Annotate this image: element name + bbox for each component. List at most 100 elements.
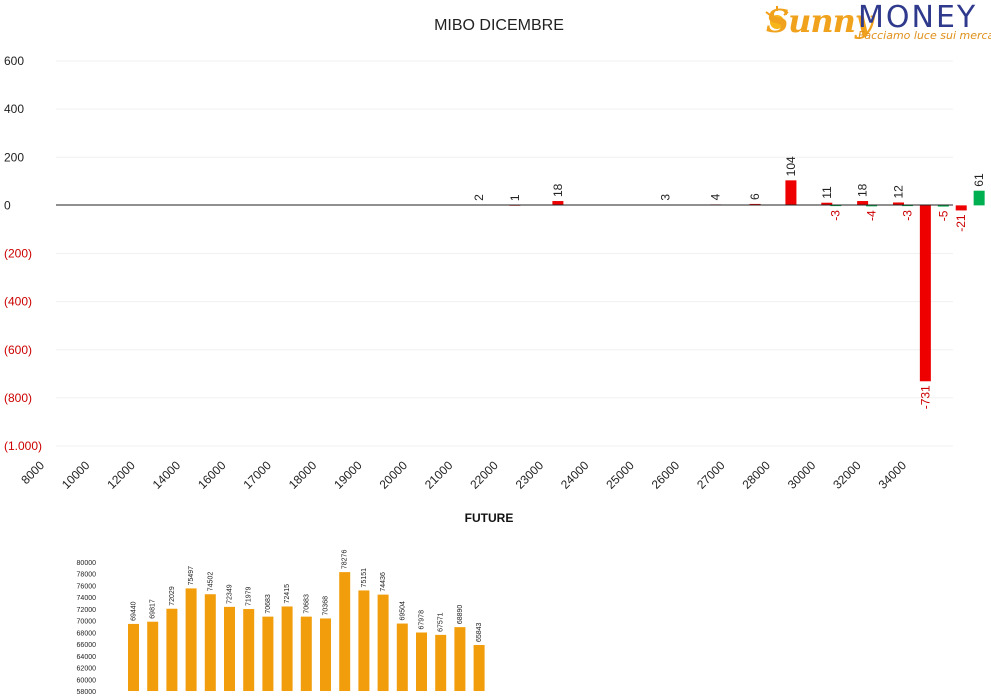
future-bar bbox=[473, 645, 485, 691]
x-tick-label: 23000 bbox=[513, 458, 547, 492]
bar-data-label: 61 bbox=[972, 173, 986, 187]
future-bar-data-label: 75151 bbox=[361, 568, 368, 588]
future-bars: 69440 69817 72029 75497 74502 72349 71979 70683… bbox=[128, 550, 485, 691]
bar-data-label: -3 bbox=[829, 210, 843, 221]
future-bar-data-label: 70683 bbox=[265, 594, 272, 614]
x-tick-label: 12000 bbox=[104, 458, 138, 492]
x-tick-label: 18000 bbox=[286, 458, 320, 492]
bars: 211834610411-318-412-3-731-5-2161499-465… bbox=[472, 61, 991, 409]
chart-title: MIBO DICEMBRE bbox=[434, 17, 564, 34]
y-tick-label: 200 bbox=[4, 150, 24, 164]
bar-data-label: 6 bbox=[748, 193, 762, 200]
x-tick-label: 8000 bbox=[18, 458, 47, 487]
x-tick-label: 27000 bbox=[694, 458, 728, 492]
x-tick-label: 21000 bbox=[422, 458, 456, 492]
bar-data-label: 2 bbox=[472, 194, 486, 201]
future-bar-data-label: 74502 bbox=[207, 572, 214, 592]
future-bar bbox=[224, 606, 235, 691]
y-tick-label: (800) bbox=[4, 391, 32, 405]
future-bar bbox=[339, 572, 351, 691]
x-tick-label: 17000 bbox=[240, 458, 274, 492]
future-y-tick-label: 62000 bbox=[77, 666, 97, 673]
bar-data-label: -5 bbox=[936, 210, 950, 221]
future-bar-data-label: 68890 bbox=[457, 605, 464, 625]
future-bar-data-label: 78276 bbox=[342, 550, 349, 570]
future-bar bbox=[204, 594, 216, 691]
bar bbox=[785, 180, 797, 206]
bar-data-label: -21 bbox=[954, 214, 968, 232]
bar-data-label: 11 bbox=[820, 186, 834, 199]
future-y-tick-label: 64000 bbox=[77, 654, 97, 661]
bar-data-label: 4 bbox=[709, 193, 723, 200]
x-tick-label: 30000 bbox=[785, 458, 819, 492]
bar-data-label: -3 bbox=[900, 210, 914, 221]
x-tick-label: 28000 bbox=[740, 458, 774, 492]
y-tick-label: (400) bbox=[4, 295, 32, 309]
bar bbox=[973, 190, 985, 206]
logo-tagline: Facciamo luce sui mercati bbox=[858, 29, 991, 42]
bar bbox=[901, 205, 913, 207]
bar-data-label: -4 bbox=[865, 210, 879, 221]
x-axis-ticks: 8000 10000 12000 14000 16000 17000 18000 19000 2… bbox=[18, 458, 909, 492]
future-y-tick-label: 58000 bbox=[77, 689, 97, 696]
logo-brand-left: Sunny bbox=[766, 2, 873, 40]
future-bar-data-label: 75497 bbox=[188, 566, 195, 586]
future-bar bbox=[377, 594, 389, 691]
x-tick-label: 34000 bbox=[876, 458, 910, 492]
future-y-axis-ticks: 80000 78000 76000 74000 72000 70000 68000 66000… bbox=[77, 560, 97, 696]
y-tick-label: 600 bbox=[4, 54, 24, 68]
future-bar bbox=[358, 590, 370, 691]
future-y-tick-label: 70000 bbox=[77, 619, 97, 626]
future-chart-title: FUTURE bbox=[465, 511, 514, 525]
future-bar bbox=[166, 608, 178, 691]
y-tick-label: 0 bbox=[4, 198, 11, 212]
future-bar bbox=[262, 616, 274, 691]
y-tick-label: (200) bbox=[4, 247, 32, 261]
future-bar-data-label: 67978 bbox=[419, 610, 426, 630]
future-y-tick-label: 76000 bbox=[77, 583, 97, 590]
bar bbox=[955, 205, 967, 211]
future-bar-data-label: 70368 bbox=[323, 596, 330, 616]
future-bar bbox=[243, 609, 255, 691]
bar bbox=[552, 201, 564, 206]
bar-data-label: -731 bbox=[918, 385, 932, 409]
bar bbox=[919, 205, 931, 382]
x-tick-label: 24000 bbox=[558, 458, 592, 492]
future-bar bbox=[128, 623, 139, 691]
x-tick-label: 19000 bbox=[331, 458, 365, 492]
bar bbox=[821, 202, 833, 206]
grid-lines bbox=[56, 60, 953, 447]
x-tick-label: 32000 bbox=[830, 458, 864, 492]
bar-data-label: 3 bbox=[658, 194, 672, 201]
bar bbox=[892, 202, 904, 206]
x-tick-label: 25000 bbox=[603, 458, 637, 492]
x-tick-label: 20000 bbox=[377, 458, 411, 492]
future-y-tick-label: 72000 bbox=[77, 607, 97, 614]
future-y-tick-label: 68000 bbox=[77, 630, 97, 637]
future-bar bbox=[416, 632, 427, 691]
bar bbox=[866, 205, 878, 207]
future-bar-data-label: 65843 bbox=[476, 622, 483, 642]
future-bar bbox=[454, 627, 466, 691]
future-bar bbox=[147, 621, 159, 691]
future-bar-data-label: 69817 bbox=[150, 599, 157, 619]
future-bar-data-label: 70683 bbox=[303, 594, 310, 614]
logo-brand-right: MONEY bbox=[858, 0, 978, 35]
bar-data-label: 1 bbox=[508, 194, 522, 201]
future-bar bbox=[435, 634, 447, 691]
future-bar-data-label: 74436 bbox=[380, 572, 387, 592]
sunny-money-logo: Sunny MONEY Facciamo luce sui mercati bbox=[762, 0, 991, 44]
future-bar-data-label: 72349 bbox=[227, 584, 234, 604]
future-bar-data-label: 67571 bbox=[438, 612, 445, 632]
y-tick-label: (600) bbox=[4, 343, 32, 357]
future-bar bbox=[300, 616, 312, 691]
x-tick-label: 22000 bbox=[467, 458, 501, 492]
future-chart: FUTURE 80000 78000 76000 74000 72000 70000 680… bbox=[77, 511, 514, 696]
future-bar-data-label: 69440 bbox=[131, 601, 138, 621]
future-y-tick-label: 66000 bbox=[77, 642, 97, 649]
future-bar-data-label: 69504 bbox=[399, 601, 406, 621]
x-tick-label: 16000 bbox=[195, 458, 229, 492]
sun-icon bbox=[765, 6, 789, 29]
bar-data-label: 18 bbox=[856, 183, 870, 197]
future-y-tick-label: 60000 bbox=[77, 677, 97, 684]
